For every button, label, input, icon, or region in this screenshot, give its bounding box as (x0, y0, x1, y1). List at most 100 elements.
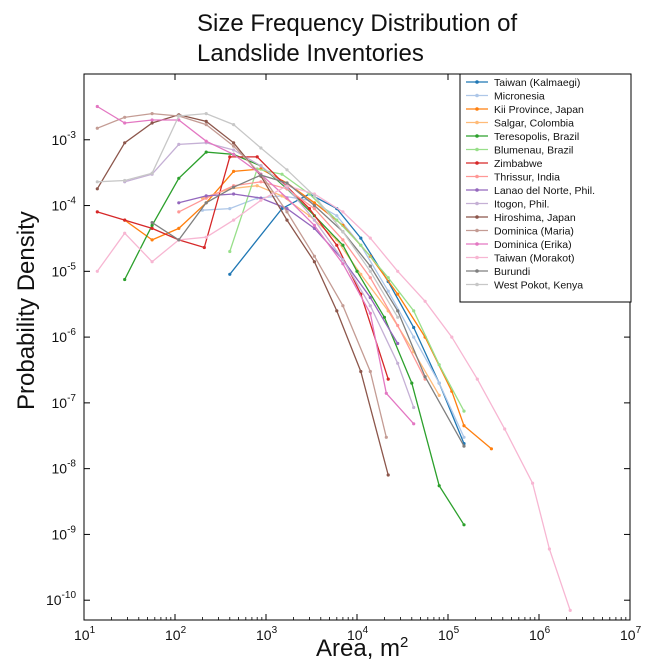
data-point (95, 269, 99, 273)
y-tick-label: 10-3 (52, 130, 77, 148)
data-point (177, 238, 181, 242)
data-point (228, 249, 232, 254)
data-point (437, 381, 441, 385)
data-point (228, 155, 232, 159)
data-point (232, 152, 236, 156)
series-line (96, 114, 389, 476)
series-13 (95, 104, 416, 426)
data-point (312, 207, 316, 211)
x-tick-label: 107 (620, 625, 642, 643)
legend-label: Dominica (Erika) (494, 239, 572, 251)
series-line (202, 195, 465, 438)
x-tick-base: 10 (165, 627, 181, 643)
data-point (382, 315, 386, 319)
data-point (123, 277, 127, 282)
data-point (396, 361, 400, 365)
series-2 (200, 194, 466, 439)
data-point (475, 377, 479, 381)
data-point (204, 196, 208, 200)
legend-marker (475, 201, 479, 206)
x-tick-label: 106 (529, 625, 551, 643)
y-tick-base: 10 (52, 526, 68, 542)
data-point (547, 547, 552, 551)
data-point (368, 369, 372, 374)
y-tick-base: 10 (52, 461, 68, 477)
x-tick-label: 104 (347, 625, 369, 643)
y-tick-base: 10 (52, 132, 68, 148)
data-point (312, 203, 316, 208)
y-tick-base: 10 (52, 395, 68, 411)
data-point (150, 226, 154, 230)
y-tick-base: 10 (52, 329, 68, 345)
data-point (150, 121, 154, 125)
legend-item: Micronesia (466, 91, 545, 103)
data-point (150, 221, 154, 225)
data-point (259, 146, 263, 150)
x-tick-label: 102 (165, 625, 187, 643)
data-point (150, 112, 154, 116)
data-point (150, 223, 154, 227)
data-point (489, 447, 493, 451)
legend-marker (475, 120, 479, 125)
y-tick-exponent: -10 (62, 590, 77, 601)
data-point (204, 201, 208, 205)
legend-marker (475, 107, 479, 111)
legend-item: Salgar, Colombia (466, 118, 574, 130)
data-point (232, 141, 236, 145)
legend-label: Blumenau, Brazil (494, 145, 573, 157)
data-point (368, 236, 372, 240)
x-tick-base: 10 (620, 627, 636, 643)
series-line (97, 112, 387, 438)
legend-box (459, 73, 632, 303)
data-point (312, 226, 316, 230)
data-point (396, 315, 400, 319)
data-point (204, 112, 208, 116)
data-point (285, 168, 289, 172)
data-point (259, 196, 263, 200)
data-point (341, 238, 345, 242)
legend-label: Itogon, Phil. (494, 199, 549, 211)
data-point (177, 201, 181, 205)
y-tick-label: 10-5 (52, 261, 77, 279)
x-tick-exponent: 5 (454, 625, 460, 636)
y-tick-label: 10-6 (52, 327, 77, 345)
data-point (359, 236, 363, 240)
legend-label: Salgar, Colombia (494, 118, 574, 130)
data-point (123, 218, 127, 222)
data-point (384, 435, 388, 439)
y-tick-base: 10 (46, 592, 62, 608)
series-line (124, 142, 415, 408)
data-point (396, 292, 400, 296)
data-point (368, 295, 372, 300)
data-point (410, 381, 414, 385)
series-line (124, 151, 465, 526)
data-point (232, 192, 236, 196)
x-tick-exponent: 6 (545, 625, 551, 636)
data-point (384, 391, 388, 395)
data-point (312, 254, 316, 258)
chart-title-line-2: Landslide Inventories (197, 40, 424, 67)
series-line (229, 168, 465, 412)
data-point (123, 115, 127, 119)
y-tick-label: 10-9 (52, 524, 77, 542)
legend-label: Taiwan (Morakot) (494, 253, 575, 265)
legend-item: Taiwan (Kalmaegi) (466, 77, 580, 89)
data-point (341, 262, 345, 266)
y-tick-exponent: -7 (67, 393, 76, 404)
legend-marker (475, 255, 479, 260)
legend-item: Teresopolis, Brazil (466, 131, 579, 143)
x-tick-label: 105 (438, 625, 460, 643)
data-point (123, 231, 127, 235)
series-line (151, 174, 465, 447)
legend-marker (475, 134, 479, 138)
data-point (177, 176, 181, 180)
legend-item: Kii Province, Japan (466, 104, 584, 116)
data-point (202, 245, 206, 250)
y-tick-exponent: -8 (67, 459, 76, 470)
data-point (312, 218, 316, 222)
legend-item: Dominica (Maria) (466, 226, 574, 238)
y-tick-base: 10 (52, 263, 68, 279)
data-point (368, 311, 372, 315)
data-point (228, 207, 232, 211)
legend-label: West Pokot, Kenya (494, 280, 583, 292)
